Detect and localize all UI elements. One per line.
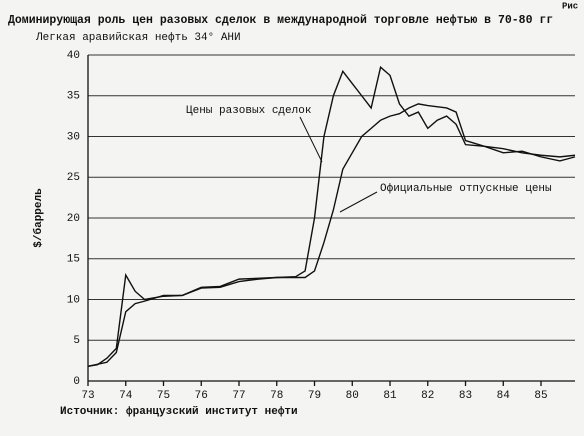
y-tick-label: 30 [67, 131, 80, 143]
x-tick-label: 77 [232, 390, 245, 402]
x-tick-label: 84 [497, 390, 511, 402]
annotation: Цены разовых сделок [186, 105, 311, 117]
leader-line [339, 191, 378, 213]
x-tick-label: 83 [459, 390, 472, 402]
chart-subtitle: Легкая аравийская нефть 34° АНИ [35, 31, 241, 44]
x-tick-label: 85 [534, 390, 547, 402]
x-tick-label: 75 [157, 390, 170, 402]
chart-title: Доминирующая роль цен разовых сделок в м… [8, 14, 553, 27]
y-tick-label: 0 [73, 376, 80, 388]
y-tick-label: 15 [67, 254, 80, 266]
y-tick-label: 25 [67, 172, 80, 184]
y-axis-label: $/баррель [32, 188, 45, 248]
leader-line [299, 116, 323, 163]
y-tick-label: 40 [67, 50, 80, 62]
series-line [87, 65, 576, 368]
x-tick-label: 76 [195, 390, 208, 402]
y-tick-label: 10 [67, 294, 80, 306]
figure-label: Рис [562, 1, 578, 11]
annotation: Официальные отпускные цены [380, 182, 552, 195]
y-tick-label: 35 [67, 91, 80, 103]
series-line [87, 103, 576, 368]
x-tick-label: 81 [383, 390, 397, 402]
y-tick-label: 20 [67, 213, 80, 225]
x-tick-label: 73 [81, 390, 94, 402]
x-tick-label: 74 [119, 390, 133, 402]
x-tick-label: 78 [270, 390, 283, 402]
source-note: Источник: французский институт нефти [60, 405, 298, 418]
x-tick-label: 80 [346, 390, 359, 402]
y-tick-label: 5 [73, 335, 80, 347]
x-tick-label: 79 [308, 390, 321, 402]
x-tick-label: 82 [421, 390, 434, 402]
